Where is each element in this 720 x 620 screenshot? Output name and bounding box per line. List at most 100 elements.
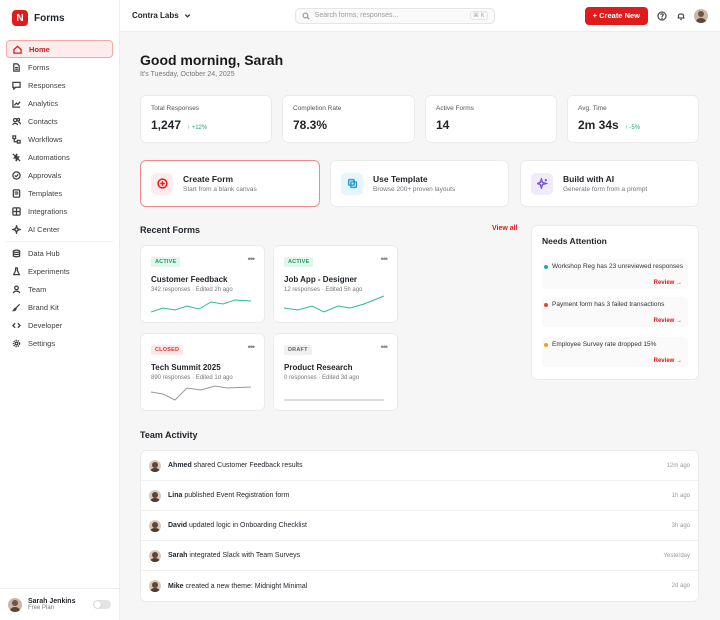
sidebar-item-forms[interactable]: Forms: [6, 59, 113, 76]
user-profile[interactable]: Sarah Jenkins Free Plan: [0, 588, 119, 620]
sidebar-item-label: Experiments: [28, 267, 70, 276]
attention-item: Workshop Reg has 23 unreviewed responses…: [542, 259, 688, 289]
activity-row[interactable]: Lina published Event Registration form 1…: [141, 481, 698, 511]
more-icon[interactable]: •••: [247, 254, 256, 264]
action-subtitle: Start from a blank canvas: [183, 186, 257, 193]
sidebar-item-workflows[interactable]: Workflows: [6, 131, 113, 148]
sparkline: [284, 399, 384, 401]
page-date: It's Tuesday, October 24, 2025: [140, 71, 235, 78]
activity-text: Mike created a new theme: Midnight Minim…: [168, 582, 308, 590]
activity-row[interactable]: Ahmed shared Customer Feedback results 1…: [141, 451, 698, 481]
more-icon[interactable]: •••: [380, 342, 389, 352]
form-card[interactable]: ACTIVE ••• Customer Feedback 342 respons…: [140, 245, 265, 323]
sidebar-item-developer[interactable]: Developer: [6, 317, 113, 334]
sidebar-item-settings[interactable]: Settings: [6, 335, 113, 352]
review-link[interactable]: Review →: [653, 358, 682, 364]
form-title: Customer Feedback: [151, 275, 228, 284]
sparkle-icon: [531, 172, 553, 195]
sidebar-item-integrations[interactable]: Integrations: [6, 203, 113, 220]
template-icon: [12, 189, 21, 198]
stat-card-completion-rate: Completion Rate 78.3%: [282, 95, 415, 143]
form-card[interactable]: DRAFT ••• Product Research 0 responses ·…: [273, 333, 398, 411]
search-input[interactable]: Search forms, responses... ⌘ K: [294, 7, 495, 24]
sidebar-item-label: Brand Kit: [28, 303, 59, 312]
sidebar-item-approvals[interactable]: Approvals: [6, 167, 113, 184]
header-avatar[interactable]: [694, 8, 708, 23]
nav-divider: [6, 241, 113, 242]
attention-text: Payment form has 3 failed transactions: [552, 301, 665, 308]
avatar: [149, 580, 161, 592]
user-plan: Free Plan: [28, 605, 55, 611]
sidebar-item-label: Responses: [28, 81, 66, 90]
sidebar-item-label: Data Hub: [28, 249, 60, 258]
status-dot: [544, 302, 548, 307]
create-new-button[interactable]: + Create New: [584, 6, 648, 25]
stat-value: 78.3%: [293, 118, 328, 132]
needs-attention-title: Needs Attention: [542, 236, 607, 246]
activity-row[interactable]: David updated logic in Onboarding Checkl…: [141, 511, 698, 541]
stat-value: 14: [436, 118, 450, 132]
sidebar-item-label: Settings: [28, 339, 56, 348]
stat-delta: ↑ +12%: [187, 125, 208, 131]
attention-item: Employee Survey rate dropped 15% Review …: [542, 337, 688, 367]
brand[interactable]: N Forms: [0, 0, 119, 36]
sidebar-item-home[interactable]: Home: [6, 40, 113, 58]
sidebar-item-team[interactable]: Team: [6, 281, 113, 298]
bell-icon[interactable]: [675, 10, 686, 21]
view-all-link[interactable]: View all: [492, 225, 518, 232]
gear-icon: [12, 339, 21, 348]
sidebar-item-contacts[interactable]: Contacts: [6, 113, 113, 130]
more-icon[interactable]: •••: [380, 254, 389, 264]
stat-value: 1,247: [151, 118, 182, 132]
status-badge: ACTIVE: [151, 257, 181, 267]
review-link[interactable]: Review →: [653, 280, 682, 286]
sidebar-item-analytics[interactable]: Analytics: [6, 95, 113, 112]
database-icon: [12, 249, 21, 258]
sparkle-icon: [12, 225, 21, 234]
team-activity-title: Team Activity: [140, 430, 198, 440]
status-badge: CLOSED: [151, 345, 184, 355]
sidebar-item-brand-kit[interactable]: Brand Kit: [6, 299, 113, 316]
action-title: Create Form: [183, 174, 234, 184]
sidebar-item-data-hub[interactable]: Data Hub: [6, 245, 113, 262]
plus-circle-icon: [151, 172, 173, 195]
sidebar-item-templates[interactable]: Templates: [6, 185, 113, 202]
brush-icon: [12, 303, 21, 312]
theme-toggle[interactable]: [93, 600, 111, 609]
build-with-ai-card[interactable]: Build with AI Generate form from a prompt: [520, 160, 699, 207]
activity-row[interactable]: Sarah integrated Slack with Team Surveys…: [141, 541, 698, 571]
sidebar-item-label: AI Center: [28, 225, 60, 234]
flask-icon: [12, 267, 21, 276]
help-icon[interactable]: [656, 10, 667, 21]
more-icon[interactable]: •••: [247, 342, 256, 352]
action-title: Build with AI: [563, 174, 615, 184]
form-title: Job App - Designer: [284, 275, 358, 284]
workspace-switcher[interactable]: Contra Labs: [132, 11, 191, 20]
sidebar-item-automations[interactable]: Automations: [6, 149, 113, 166]
code-icon: [12, 321, 21, 330]
form-title: Tech Summit 2025: [151, 363, 221, 372]
action-subtitle: Generate form from a prompt: [563, 186, 648, 193]
review-link[interactable]: Review →: [653, 318, 682, 324]
sidebar-item-label: Automations: [28, 153, 70, 162]
avatar: [149, 459, 161, 472]
form-card[interactable]: CLOSED ••• Tech Summit 2025 890 response…: [140, 333, 265, 411]
sidebar-item-label: Developer: [28, 321, 63, 330]
sidebar-item-label: Integrations: [28, 207, 68, 216]
create-form-card[interactable]: Create Form Start from a blank canvas: [140, 160, 320, 207]
activity-time: 12m ago: [666, 462, 690, 469]
sidebar-item-ai-center[interactable]: AI Center: [6, 221, 113, 238]
team-activity-list: Ahmed shared Customer Feedback results 1…: [140, 450, 699, 602]
form-card[interactable]: ACTIVE ••• Job App - Designer 12 respons…: [273, 245, 398, 323]
stat-label: Completion Rate: [293, 105, 342, 112]
sidebar-item-experiments[interactable]: Experiments: [6, 263, 113, 280]
status-badge: DRAFT: [284, 345, 312, 355]
copy-icon: [341, 172, 363, 195]
sparkline: [151, 385, 251, 401]
use-template-card[interactable]: Use Template Browse 200+ proven layouts: [330, 160, 509, 207]
user-name: Sarah Jenkins: [28, 598, 76, 605]
activity-row[interactable]: Mike created a new theme: Midnight Minim…: [141, 571, 698, 601]
sidebar-item-responses[interactable]: Responses: [6, 77, 113, 94]
search-icon: [302, 11, 310, 20]
activity-text: Lina published Event Registration form: [168, 492, 290, 499]
